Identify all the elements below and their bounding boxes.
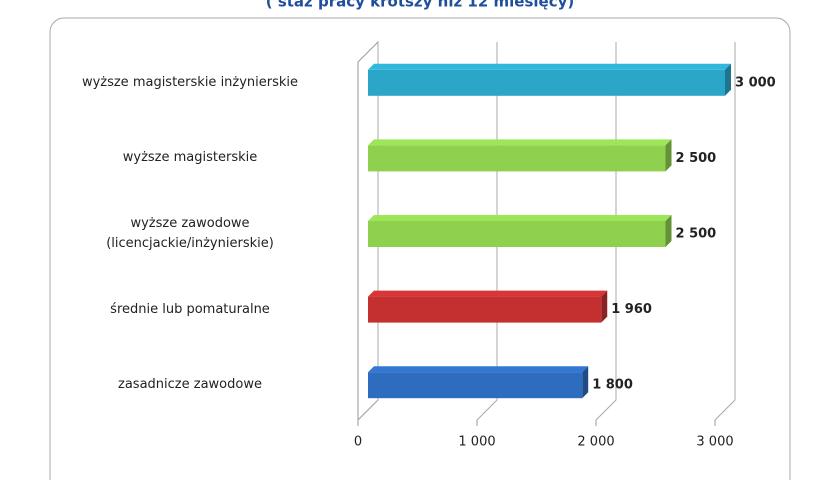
- value-label: 2 500: [676, 151, 717, 166]
- bar-side: [665, 215, 672, 247]
- bar-top: [368, 290, 608, 297]
- bar-top: [368, 366, 589, 373]
- bar-top: [368, 139, 672, 146]
- bar: [368, 69, 725, 96]
- panel: [49, 17, 791, 480]
- bar-side: [582, 366, 589, 399]
- category-label: zasadnicze zawodowe: [118, 377, 262, 393]
- bar-side: [725, 63, 731, 96]
- value-label: 2 500: [676, 227, 717, 242]
- bar-top: [368, 63, 731, 70]
- x-tick-label: 3 000: [696, 435, 733, 450]
- bar: [368, 296, 602, 323]
- x-tick-label: 1 000: [458, 435, 495, 450]
- category-label: wyższe magisterskie: [122, 150, 258, 166]
- bar-side: [601, 290, 608, 323]
- value-label: 1 800: [592, 378, 633, 393]
- grid-line: [714, 42, 736, 421]
- category-label: wyższe magisterskie inżynierskie: [81, 74, 299, 90]
- category-label: średnie lub pomaturalne: [110, 301, 270, 317]
- bar: [368, 221, 666, 247]
- x-tick-label: 0: [354, 435, 362, 450]
- bar: [368, 372, 583, 399]
- bar-top: [368, 215, 672, 221]
- subtitle: ( staż pracy krótszy niż 12 miesięcy): [266, 0, 575, 11]
- x-tick-label: 2 000: [577, 435, 614, 450]
- bar-side: [665, 139, 672, 172]
- bar: [368, 145, 666, 172]
- value-label: 3 000: [735, 75, 776, 90]
- category-label: wyższe zawodowe (licencjackie/inżyniersk…: [106, 216, 274, 251]
- value-label: 1 960: [611, 302, 652, 317]
